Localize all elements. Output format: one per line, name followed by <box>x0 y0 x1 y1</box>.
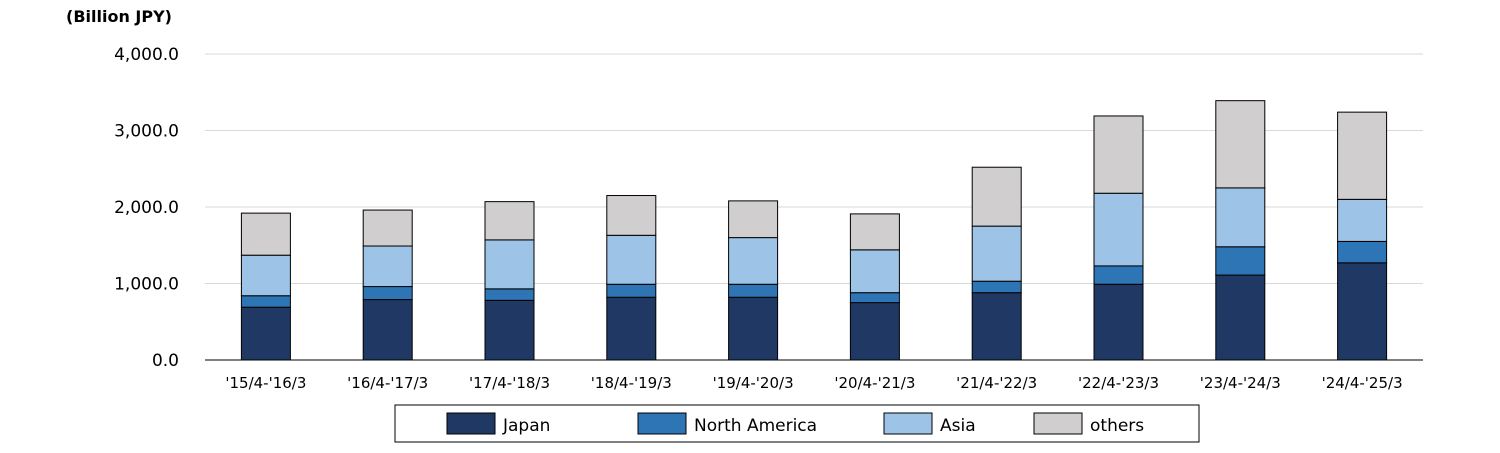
bar-segment-north-america <box>1337 240 1388 264</box>
bar-segment-asia <box>728 237 779 285</box>
x-tick-label: '16/4-'17/3 <box>347 374 428 392</box>
legend-label: Asia <box>940 416 976 436</box>
bar-segment-others <box>1337 111 1388 200</box>
x-axis-ticks: '15/4-'16/3 '16/4-'17/3 '17/4-'18/3 '18/4-'… <box>225 374 1402 392</box>
bars <box>240 100 1388 361</box>
bar-segment-asia <box>849 249 900 294</box>
legend-swatch <box>1033 412 1083 435</box>
y-tick-label: 0.0 <box>152 351 179 371</box>
bar-segment-asia <box>240 254 291 297</box>
x-tick-label: '15/4-'16/3 <box>225 374 306 392</box>
bar-segment-north-america <box>606 283 657 298</box>
y-tick-label: 1,000.0 <box>114 275 179 295</box>
bar-segment-japan <box>971 292 1022 361</box>
bar-segment-north-america <box>240 295 291 308</box>
bar-segment-others <box>1215 100 1266 189</box>
bar-segment-others <box>849 213 900 251</box>
bar-segment-asia <box>1093 192 1144 267</box>
bar-segment-north-america <box>484 288 535 301</box>
bar-segment-north-america <box>1093 265 1144 285</box>
unit-label: (Billion JPY) <box>66 7 172 26</box>
x-tick-label: '21/4-'22/3 <box>956 374 1037 392</box>
x-tick-label: '23/4-'24/3 <box>1200 374 1281 392</box>
x-tick-label: '17/4-'18/3 <box>469 374 550 392</box>
legend-swatch <box>637 412 687 435</box>
x-tick-label: '19/4-'20/3 <box>713 374 794 392</box>
bar-segment-japan <box>240 306 291 361</box>
x-tick-label: '22/4-'23/3 <box>1078 374 1159 392</box>
bar-segment-others <box>606 195 657 236</box>
bar-segment-japan <box>1337 262 1388 361</box>
legend-label: others <box>1090 416 1144 436</box>
bar-segment-japan <box>1093 283 1144 361</box>
y-tick-label: 4,000.0 <box>114 45 179 65</box>
legend-label: Japan <box>502 416 550 436</box>
bar-segment-others <box>362 209 413 247</box>
bar-segment-north-america <box>1215 246 1266 276</box>
bar-segment-north-america <box>362 286 413 301</box>
x-tick-label: '18/4-'19/3 <box>591 374 672 392</box>
legend: Japan North America Asia others <box>394 404 1200 443</box>
y-tick-label: 3,000.0 <box>114 122 179 142</box>
y-axis-ticks: 0.0 1,000.0 2,000.0 3,000.0 4,000.0 <box>114 45 179 371</box>
legend-swatch <box>446 412 496 435</box>
legend-label: North America <box>694 416 817 436</box>
bar-segment-others <box>971 166 1022 227</box>
bar-segment-north-america <box>728 283 779 298</box>
bar-segment-others <box>728 200 779 239</box>
bar-segment-asia <box>1215 187 1266 248</box>
bar-segment-japan <box>728 296 779 361</box>
bar-segment-japan <box>606 296 657 361</box>
bar-segment-others <box>1093 115 1144 194</box>
bar-segment-north-america <box>849 292 900 304</box>
bar-segment-others <box>484 201 535 241</box>
bar-segment-others <box>240 212 291 256</box>
bar-segment-asia <box>362 245 413 288</box>
bar-segment-asia <box>1337 198 1388 242</box>
bar-segment-japan <box>484 299 535 361</box>
bar-segment-north-america <box>971 280 1022 294</box>
bar-segment-asia <box>971 225 1022 282</box>
y-tick-label: 2,000.0 <box>114 198 179 218</box>
legend-swatch <box>883 412 933 435</box>
bar-segment-japan <box>362 299 413 361</box>
bar-segment-asia <box>606 234 657 285</box>
bar-segment-japan <box>1215 274 1266 361</box>
bar-segment-japan <box>849 302 900 361</box>
bar-segment-asia <box>484 239 535 290</box>
x-tick-label: '20/4-'21/3 <box>834 374 915 392</box>
x-tick-label: '24/4-'25/3 <box>1322 374 1403 392</box>
